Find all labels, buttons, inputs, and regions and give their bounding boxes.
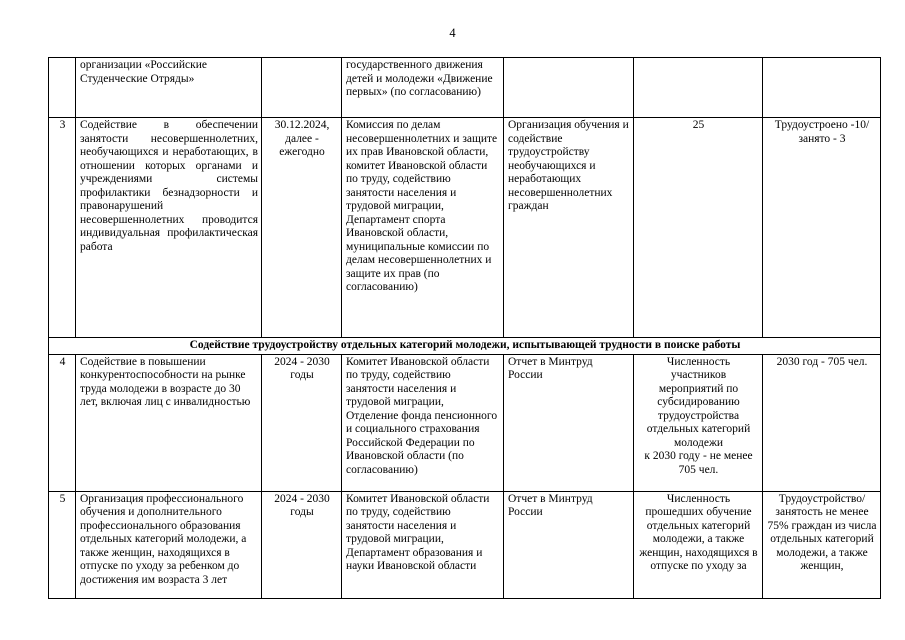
cell-expected-result: Отчет в Минтруд России [503,353,634,492]
cell-executors: государственного движения детей и молоде… [341,57,504,118]
table-row-continuation: организации «Российские Студенческие Отр… [48,57,881,118]
cell-activity: организации «Российские Студенческие Отр… [75,57,262,118]
cell-executors: Комиссия по делам несовершеннолетних и з… [341,117,504,338]
table-row-4: 4 Содействие в повышении конкурентоспосо… [48,353,881,492]
cell-dates [261,57,342,118]
cell-row-number: 5 [48,490,76,599]
cell-dates: 30.12.2024, далее - ежегодно [261,117,342,338]
cell-target-value: Трудоустроено -10/ занято - 3 [762,117,881,338]
table-row-5: 5 Организация профессионального обучения… [48,490,881,599]
page-number: 4 [449,26,456,40]
cell-target-value [762,57,881,118]
cell-executors: Комитет Ивановской области по труду, сод… [341,353,504,492]
cell-indicator: Численность участников мероприятий по су… [633,353,763,492]
cell-expected-result: Организация обучения и содействие трудоу… [503,117,634,338]
cell-indicator [633,57,763,118]
cell-indicator: Численность прошедших обучение отдельных… [633,490,763,599]
cell-dates: 2024 - 2030 годы [261,490,342,599]
cell-target-value: Трудоустройство/ занятость не менее 75% … [762,490,881,599]
table-row-3: 3 Содействие в обеспечении занятости нес… [48,117,881,338]
action-plan-table: организации «Российские Студенческие Отр… [48,57,881,599]
table-section-header-row: Содействие трудоустройству отдельных кат… [48,337,881,355]
cell-executors: Комитет Ивановской области по труду, сод… [341,490,504,599]
section-header: Содействие трудоустройству отдельных кат… [48,337,881,355]
cell-indicator: 25 [633,117,763,338]
cell-row-number [48,57,76,118]
cell-row-number: 4 [48,353,76,492]
cell-activity: Содействие в обеспечении занятости несов… [75,117,262,338]
cell-activity: Содействие в повышении конкурентоспособн… [75,353,262,492]
cell-expected-result [503,57,634,118]
cell-row-number: 3 [48,117,76,338]
cell-dates: 2024 - 2030 годы [261,353,342,492]
cell-target-value: 2030 год - 705 чел. [762,353,881,492]
cell-activity: Организация профессионального обучения и… [75,490,262,599]
cell-expected-result: Отчет в Минтруд России [503,490,634,599]
